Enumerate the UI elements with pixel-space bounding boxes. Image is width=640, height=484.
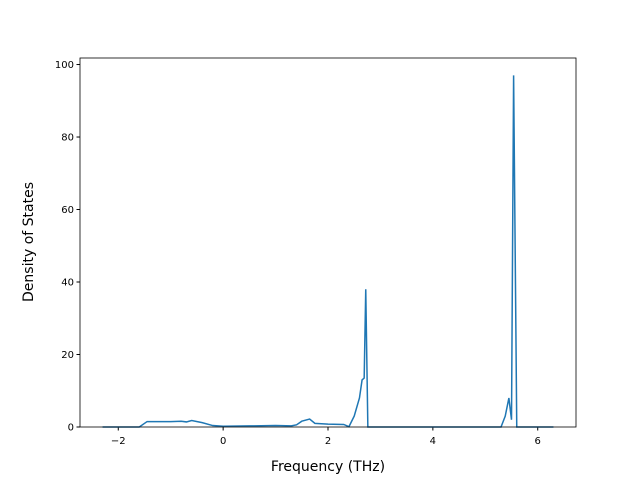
x-tick-label: −2: [111, 436, 126, 447]
line: [102, 75, 554, 428]
y-tick-label: 0: [68, 423, 74, 434]
y-axis-label: Density of States: [21, 182, 37, 302]
x-axis-label: Frequency (THz): [271, 459, 385, 475]
x-tick-label: 6: [535, 436, 541, 447]
y-tick-label: 100: [55, 60, 74, 71]
y-tick-label: 60: [61, 205, 74, 216]
y-tick-label: 40: [61, 278, 74, 289]
y-tick-label: 80: [61, 133, 74, 144]
axes-frame: [79, 57, 577, 428]
x-tick-label: 2: [325, 436, 331, 447]
x-tick-label: 4: [430, 436, 436, 447]
x-tick-label: 0: [220, 436, 226, 447]
y-tick-label: 20: [61, 350, 74, 361]
